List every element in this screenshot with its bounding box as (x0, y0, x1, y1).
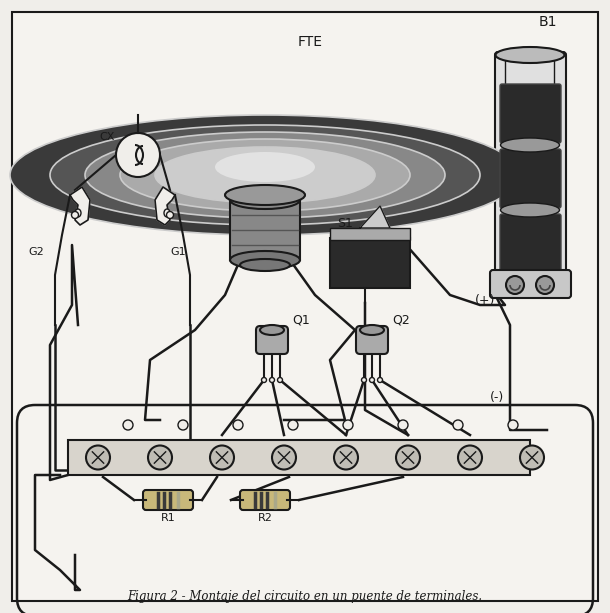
Circle shape (458, 446, 482, 470)
Ellipse shape (115, 137, 415, 213)
Text: Figura 2 - Montaje del circuito en un puente de terminales.: Figura 2 - Montaje del circuito en un pu… (127, 590, 483, 603)
Text: G1: G1 (170, 247, 185, 257)
Circle shape (520, 446, 544, 470)
Circle shape (378, 378, 382, 383)
Circle shape (262, 378, 267, 383)
Ellipse shape (495, 47, 564, 63)
Bar (330, 228, 410, 240)
Circle shape (116, 133, 160, 177)
Circle shape (396, 446, 420, 470)
Text: Q2: Q2 (392, 313, 410, 327)
FancyBboxPatch shape (500, 214, 561, 273)
Text: R1: R1 (160, 513, 176, 523)
Circle shape (178, 420, 188, 430)
Text: (+): (+) (475, 294, 495, 306)
Circle shape (343, 420, 353, 430)
Circle shape (398, 420, 408, 430)
Circle shape (148, 446, 172, 470)
FancyBboxPatch shape (495, 52, 566, 278)
Circle shape (270, 378, 274, 383)
FancyBboxPatch shape (500, 149, 561, 208)
Ellipse shape (50, 125, 480, 225)
Circle shape (233, 420, 243, 430)
Ellipse shape (75, 209, 81, 217)
Ellipse shape (230, 251, 300, 269)
Circle shape (123, 420, 133, 430)
Ellipse shape (120, 139, 410, 211)
Text: S1: S1 (337, 216, 353, 229)
FancyBboxPatch shape (143, 490, 193, 510)
FancyBboxPatch shape (356, 326, 388, 354)
Circle shape (278, 378, 282, 383)
Circle shape (508, 420, 518, 430)
Ellipse shape (360, 325, 384, 335)
Text: CX: CX (99, 132, 115, 142)
FancyBboxPatch shape (500, 84, 561, 143)
Circle shape (453, 420, 463, 430)
Circle shape (288, 420, 298, 430)
Ellipse shape (10, 115, 520, 235)
Text: G2: G2 (28, 247, 44, 257)
Text: B1: B1 (539, 15, 558, 29)
Ellipse shape (85, 132, 445, 218)
Text: FTE: FTE (298, 35, 323, 49)
Ellipse shape (215, 152, 315, 182)
FancyBboxPatch shape (490, 270, 571, 298)
Ellipse shape (230, 191, 300, 209)
Ellipse shape (500, 203, 559, 217)
Circle shape (506, 276, 524, 294)
Ellipse shape (260, 325, 284, 335)
Circle shape (362, 378, 367, 383)
Text: R2: R2 (257, 513, 273, 523)
Circle shape (370, 378, 375, 383)
Bar (230, 200, 300, 260)
Ellipse shape (240, 259, 290, 271)
Circle shape (272, 446, 296, 470)
Bar (330, 238, 410, 288)
Text: Q1: Q1 (292, 313, 310, 327)
FancyBboxPatch shape (256, 326, 288, 354)
Circle shape (167, 211, 173, 218)
Circle shape (71, 211, 79, 218)
Polygon shape (360, 206, 390, 228)
Text: (-): (-) (490, 392, 504, 405)
Circle shape (210, 446, 234, 470)
Ellipse shape (164, 209, 170, 217)
Ellipse shape (155, 147, 375, 203)
Circle shape (334, 446, 358, 470)
Circle shape (86, 446, 110, 470)
Bar (68, 440, 530, 475)
Circle shape (536, 276, 554, 294)
Ellipse shape (225, 185, 305, 205)
Polygon shape (155, 187, 175, 225)
Ellipse shape (500, 138, 559, 152)
Polygon shape (70, 187, 90, 225)
FancyBboxPatch shape (240, 490, 290, 510)
